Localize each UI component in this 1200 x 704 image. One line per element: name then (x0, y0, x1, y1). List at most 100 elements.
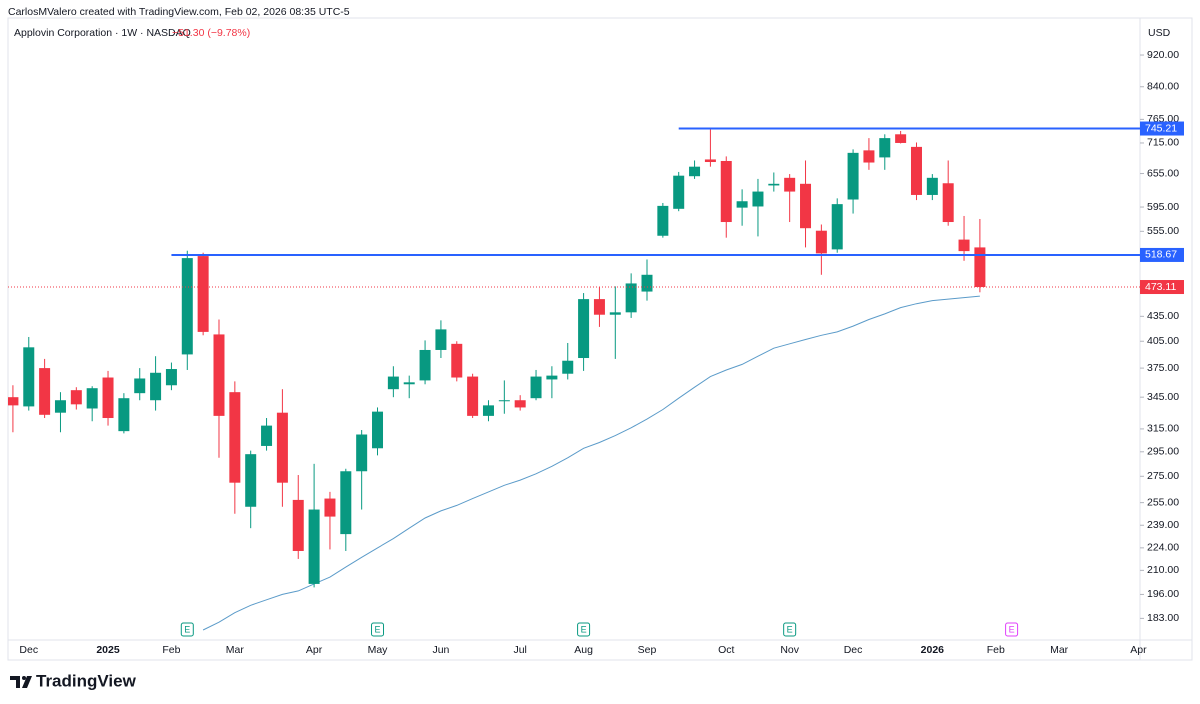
candle-body (451, 343, 463, 378)
candle-body (181, 258, 193, 355)
candle-body (657, 205, 669, 236)
candle-body (213, 334, 225, 416)
candle-body (768, 183, 780, 186)
earnings-label: E (375, 624, 381, 634)
candle-body (197, 256, 209, 332)
earnings-label: E (184, 624, 190, 634)
candle-body (815, 230, 827, 254)
candle-body (324, 498, 336, 517)
candle-body (8, 397, 19, 406)
candle-body (974, 247, 986, 288)
x-tick-label: 2025 (96, 644, 120, 656)
candle-body (847, 152, 859, 200)
y-tick-label: 920.00 (1147, 49, 1179, 61)
brand: TradingView (36, 671, 137, 690)
y-tick-label: 655.00 (1147, 167, 1179, 179)
candle-body (593, 299, 605, 315)
candle-body (118, 398, 130, 432)
candle-body (276, 412, 288, 483)
candle-body (482, 405, 494, 416)
candle-body (39, 368, 51, 415)
candle-body (102, 377, 114, 419)
x-tick-label: Dec (19, 644, 38, 656)
candle-body (736, 201, 748, 208)
candle-body (467, 376, 479, 416)
candle-body (530, 376, 542, 399)
candle-body (54, 400, 66, 413)
candle-body (292, 499, 304, 551)
candle-body (641, 274, 653, 292)
x-tick-label: Dec (844, 644, 863, 656)
last-price-label: 473.11 (1145, 281, 1176, 293)
candle-body (86, 388, 98, 409)
x-tick-label: Feb (987, 644, 1005, 656)
candle-body (863, 150, 875, 163)
candle-body (261, 425, 273, 446)
candle-body (245, 454, 257, 507)
candle-body (70, 390, 82, 405)
candle-body (831, 204, 843, 250)
symbol-legend: Applovin Corporation · 1W · NASDAQ (14, 27, 191, 39)
y-tick-label: 345.00 (1147, 391, 1179, 403)
x-tick-label: Sep (638, 644, 657, 656)
y-tick-label: 555.00 (1147, 225, 1179, 237)
candle-body (403, 382, 415, 385)
y-tick-label: 183.00 (1147, 612, 1179, 624)
moving-average (202, 295, 980, 631)
candle-body (673, 175, 685, 209)
y-tick-label: 375.00 (1147, 362, 1179, 374)
candle-body (356, 434, 368, 472)
earnings-marker (180, 622, 194, 637)
candle-body (926, 177, 938, 195)
candle-body (879, 138, 891, 158)
y-tick-label: 239.00 (1147, 519, 1179, 531)
candle-body (784, 177, 796, 192)
candle-body (229, 392, 241, 483)
candle-body (910, 146, 922, 195)
last-price-box (1140, 280, 1184, 295)
y-tick-label: 315.00 (1147, 423, 1179, 435)
y-tick-label: 224.00 (1147, 542, 1179, 554)
candle-body (134, 378, 146, 394)
candle-body (704, 159, 716, 163)
plot-area (8, 127, 1140, 631)
candle-body (498, 400, 510, 402)
price-change: −51.30 (−9.78%) (172, 27, 250, 39)
x-tick-label: Jun (432, 644, 449, 656)
y-tick-label: 840.00 (1147, 81, 1179, 93)
x-tick-label: Feb (162, 644, 180, 656)
candle-body (340, 471, 352, 535)
earnings-label: E (787, 624, 793, 634)
candle-body (372, 411, 384, 449)
x-tick-label: Oct (718, 644, 734, 656)
candle-body (895, 134, 907, 143)
tradingview-logo (10, 676, 32, 688)
candle-body (514, 400, 526, 408)
level-price-label: 518.67 (1145, 249, 1177, 261)
y-tick-label: 255.00 (1147, 496, 1179, 508)
earnings-marker (577, 622, 591, 637)
x-tick-label: Mar (1050, 644, 1069, 656)
x-tick-label: Mar (226, 644, 245, 656)
candle-body (609, 312, 621, 315)
candle-body (800, 183, 812, 229)
earnings-marker (1005, 622, 1019, 637)
candle-body (578, 299, 590, 359)
y-tick-label: 196.00 (1147, 588, 1179, 600)
candle-body (752, 191, 764, 207)
candle-body (165, 369, 177, 386)
x-tick-label: Apr (1130, 644, 1147, 656)
level-price-label: 745.21 (1145, 122, 1177, 134)
earnings-label: E (581, 624, 587, 634)
candle-body (546, 375, 558, 380)
x-tick-label: Aug (574, 644, 593, 656)
x-tick-label: 2026 (921, 644, 945, 656)
candle-body (625, 283, 637, 313)
y-tick-label: 295.00 (1147, 446, 1179, 458)
candle-body (942, 183, 954, 223)
earnings-label: E (1009, 624, 1015, 634)
candle-body (308, 509, 320, 584)
y-tick-label: 435.00 (1147, 310, 1179, 322)
y-tick-label: 275.00 (1147, 470, 1179, 482)
